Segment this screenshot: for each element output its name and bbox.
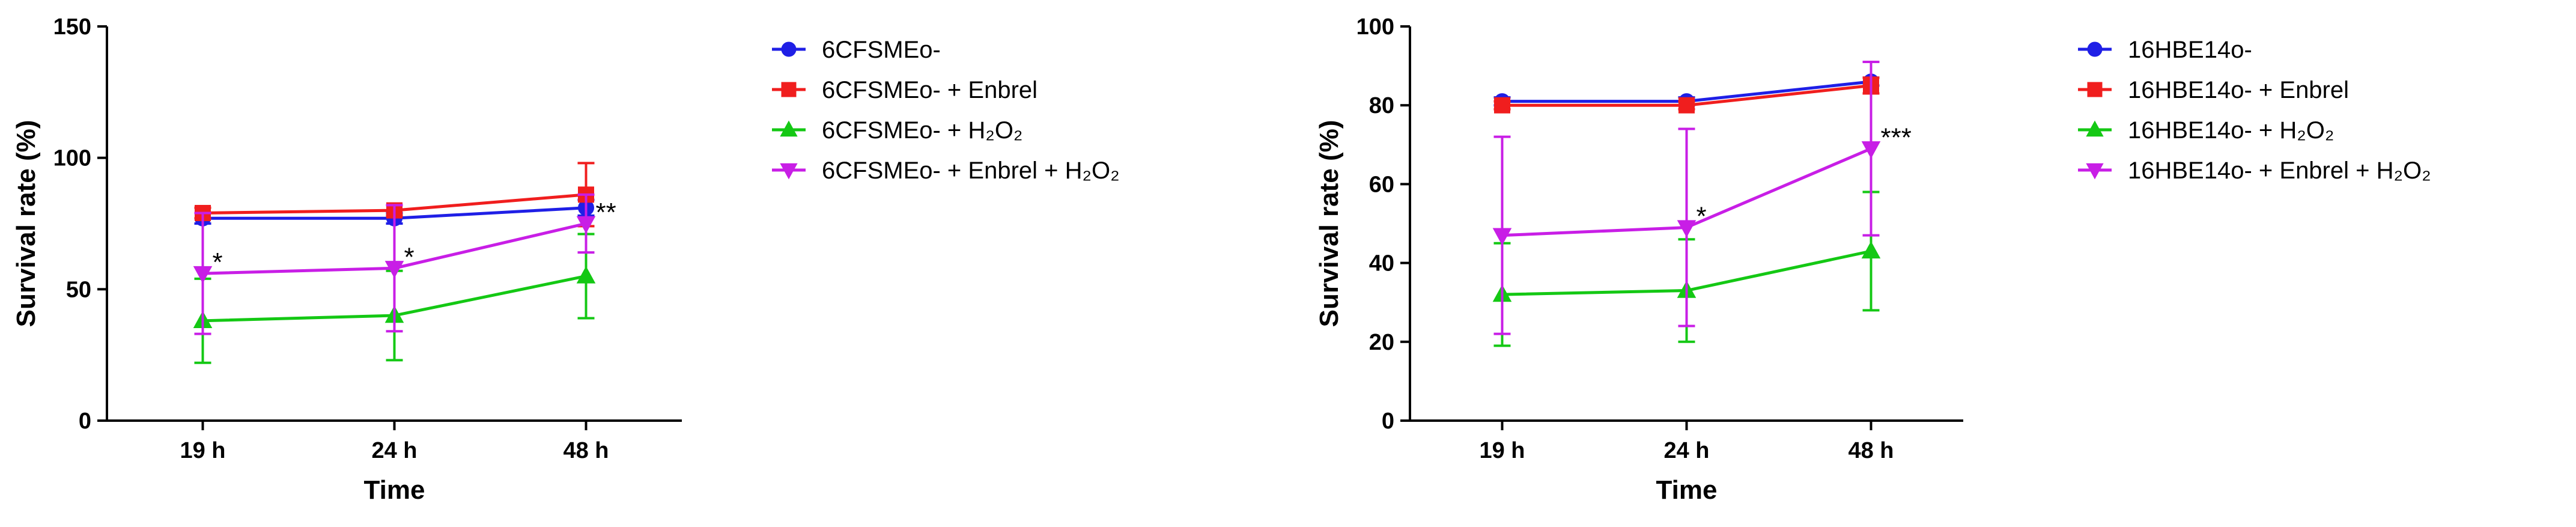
marker: [1678, 97, 1695, 114]
annotation: *: [213, 248, 223, 277]
y-tick-label: 20: [1369, 330, 1394, 355]
marker: [1494, 97, 1510, 114]
y-tick-label: 60: [1369, 172, 1394, 197]
annotation: **: [596, 198, 616, 227]
marker: [193, 266, 213, 284]
marker: [2086, 120, 2104, 137]
marker: [781, 82, 797, 97]
y-tick-label: 100: [53, 146, 91, 171]
y-tick-label: 40: [1369, 251, 1394, 276]
x-tick-label: 48 h: [563, 438, 609, 463]
marker: [1861, 141, 1881, 159]
annotation: *: [1697, 202, 1707, 231]
x-axis-title: Time: [364, 475, 425, 505]
x-tick-label: 48 h: [1848, 438, 1894, 463]
y-tick-label: 0: [1382, 409, 1394, 434]
marker: [780, 120, 798, 137]
legend-label: 6CFSMEo- + H₂O₂: [822, 117, 1022, 144]
legend-label: 6CFSMEo- + Enbrel: [822, 77, 1037, 103]
x-tick-label: 19 h: [180, 438, 225, 463]
legend-label: 16HBE14o- + H₂O₂: [2128, 117, 2334, 144]
legend-label: 6CFSMEo- + Enbrel + H₂O₂: [822, 157, 1120, 184]
marker: [576, 216, 596, 234]
x-tick-label: 24 h: [1663, 438, 1709, 463]
marker: [384, 261, 404, 278]
marker: [1861, 241, 1881, 259]
marker: [781, 41, 797, 57]
y-tick-label: 100: [1356, 14, 1394, 40]
legend-label: 16HBE14o-: [2128, 37, 2252, 63]
y-tick-label: 50: [66, 277, 91, 302]
marker: [2087, 82, 2103, 97]
annotation: ***: [1881, 123, 1912, 152]
y-axis-title: Survival rate (%): [11, 120, 41, 327]
legend-label: 16HBE14o- + Enbrel + H₂O₂: [2128, 157, 2431, 184]
x-tick-label: 19 h: [1479, 438, 1525, 463]
y-axis-title: Survival rate (%): [1314, 120, 1344, 327]
marker: [2087, 41, 2103, 57]
y-tick-label: 150: [53, 14, 91, 40]
legend-label: 16HBE14o- + Enbrel: [2128, 77, 2349, 103]
marker: [1492, 228, 1512, 246]
y-tick-label: 0: [79, 409, 91, 434]
legend-label: 6CFSMEo-: [822, 37, 941, 63]
x-axis-title: Time: [1656, 475, 1718, 505]
x-tick-label: 24 h: [371, 438, 417, 463]
marker: [780, 163, 798, 180]
marker: [576, 266, 596, 284]
annotation: *: [404, 242, 415, 272]
marker: [2086, 163, 2104, 180]
marker: [1677, 220, 1697, 238]
y-tick-label: 80: [1369, 93, 1394, 118]
